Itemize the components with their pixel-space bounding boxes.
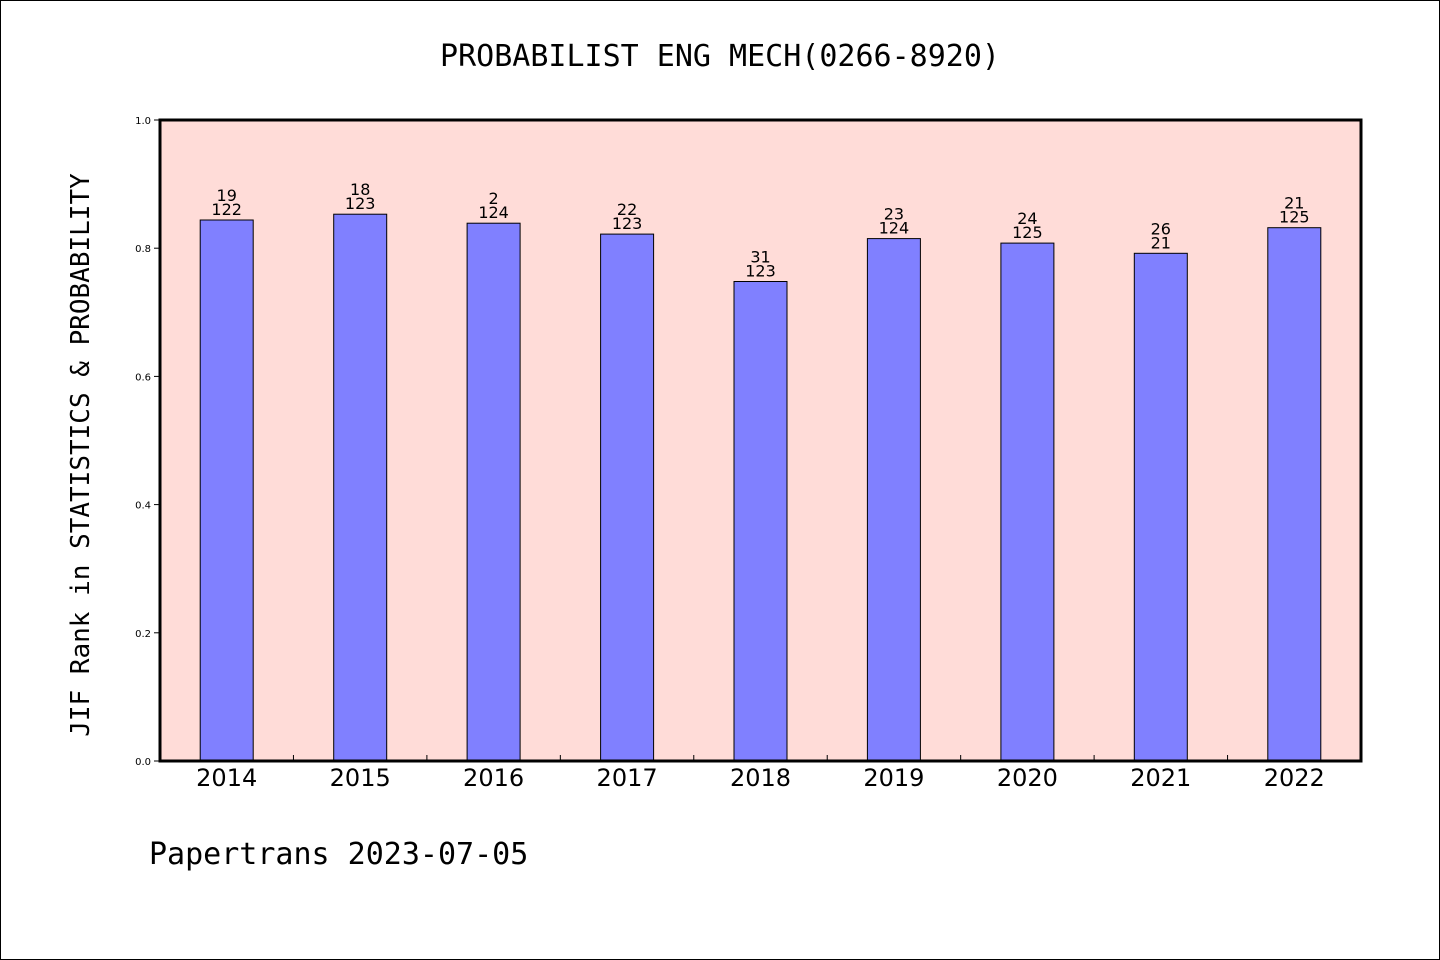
bar-label-total: 21	[1151, 233, 1171, 252]
chart-title: PROBABILIST ENG MECH(0266-8920)	[440, 39, 1000, 74]
y-tick-label: 0.0	[135, 757, 151, 768]
x-tick-label: 2017	[597, 764, 658, 792]
bar-label-rank: 31	[750, 248, 770, 267]
bar-2022	[1267, 227, 1322, 762]
y-tick-label: 0.4	[135, 501, 151, 512]
bar-label-total: 125	[1279, 208, 1310, 227]
x-tick-label: 2022	[1264, 764, 1325, 792]
y-axis-label: JIF Rank in STATISTICS & PROBABILITY	[66, 173, 96, 737]
bar-2017	[600, 233, 655, 762]
x-axis: 2014 2015 2016 2017 2018 2019 2020 2021 2022	[196, 755, 1325, 792]
bar-label-rank: 18	[350, 180, 370, 199]
bar-label-total: 123	[345, 194, 376, 213]
y-tick-label: 0.6	[135, 372, 151, 383]
bar-label-total: 123	[745, 262, 776, 281]
bar-2015	[333, 213, 388, 762]
bar-2021	[1133, 252, 1188, 762]
y-axis: 0.0 0.2 0.4 0.6 0.8 1.0	[135, 116, 160, 768]
bar-2016	[466, 222, 521, 762]
bar-label-rank: 23	[884, 205, 904, 224]
x-tick-label: 2018	[730, 764, 791, 792]
bar-label-rank: 26	[1151, 219, 1171, 238]
bars	[199, 213, 1322, 762]
bar-2020	[1000, 242, 1055, 762]
bar-label-total: 125	[1012, 223, 1043, 242]
bar-label-total: 124	[879, 219, 910, 238]
bar-2014	[199, 219, 254, 762]
bar-label-total: 122	[211, 200, 242, 219]
y-tick-label: 0.8	[135, 244, 151, 255]
y-tick-label: 1.0	[135, 116, 151, 127]
x-tick-label: 2016	[463, 764, 524, 792]
bar-label-rank: 21	[1284, 194, 1304, 213]
x-tick-label: 2020	[997, 764, 1058, 792]
bar-label-rank: 19	[217, 186, 237, 205]
x-tick-label: 2014	[196, 764, 257, 792]
bar-label-total: 124	[478, 203, 509, 222]
plot-border	[158, 118, 1363, 763]
x-tick-label: 2021	[1130, 764, 1191, 792]
bar-label-total: 123	[612, 214, 643, 233]
bar-2019	[866, 238, 921, 762]
bar-2018	[733, 281, 788, 762]
bar-label-rank: 2	[489, 189, 499, 208]
x-tick-label: 2019	[863, 764, 924, 792]
y-tick-label: 0.2	[135, 629, 151, 640]
bar-label-rank: 24	[1017, 209, 1037, 228]
footer-date: Papertrans 2023-07-05	[149, 837, 528, 872]
x-tick-label: 2015	[330, 764, 391, 792]
bar-label-rank: 22	[617, 200, 637, 219]
